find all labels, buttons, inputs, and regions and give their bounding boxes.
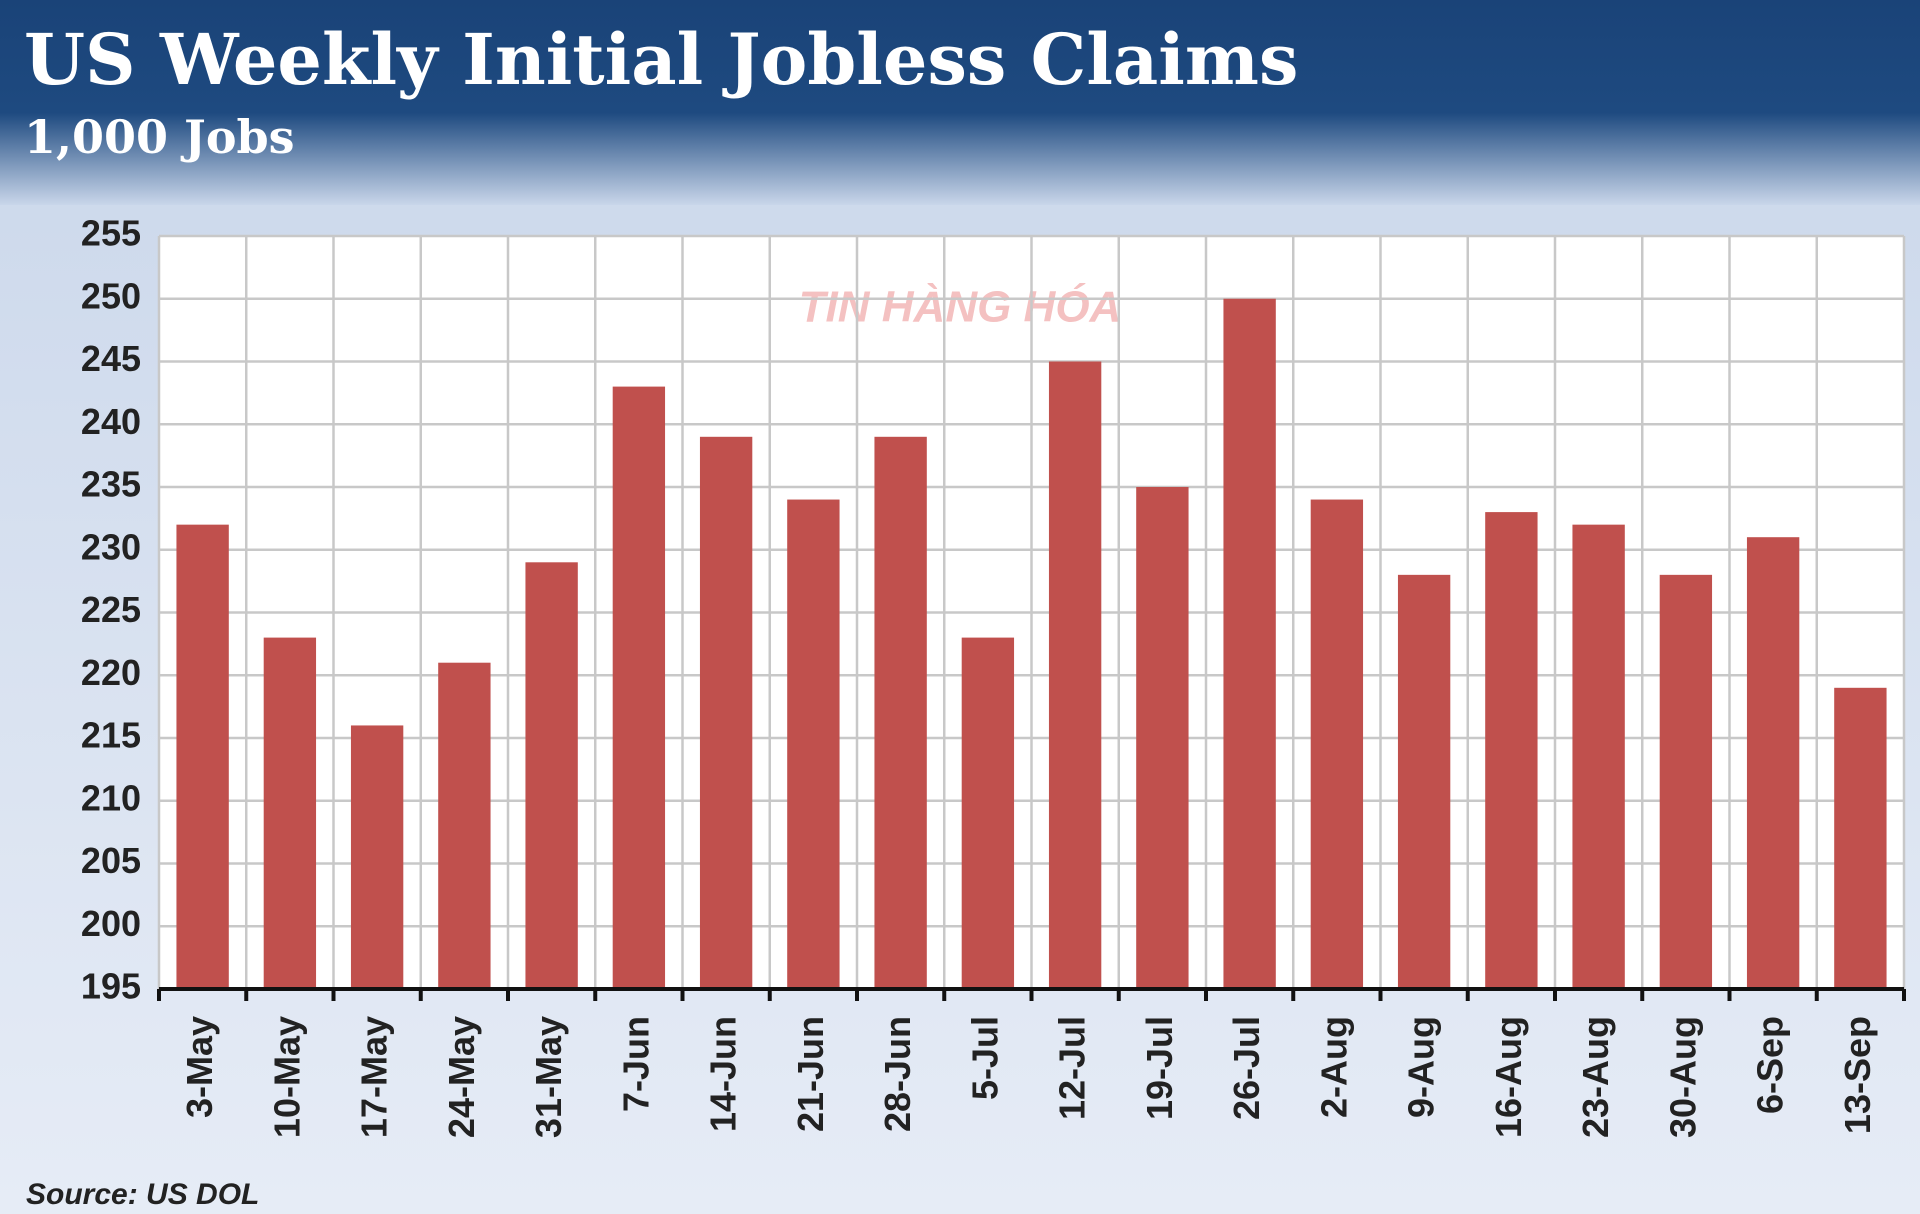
plot: 195 200 205 210 215 220 225 230 235 240 245 250 255 3…	[81, 213, 1906, 1138]
y-tick-label: 210	[81, 777, 141, 818]
y-tick-label: 195	[81, 966, 141, 1007]
header	[0, 0, 1920, 205]
bar	[874, 436, 927, 989]
x-tick-label: 17-May	[354, 1016, 395, 1138]
bar	[1659, 574, 1713, 989]
x-tick-label: 3-May	[179, 1016, 220, 1118]
bar	[787, 499, 840, 989]
bar	[1136, 487, 1189, 989]
x-tick-label: 9-Aug	[1401, 1016, 1442, 1118]
x-tick-label: 30-Aug	[1662, 1016, 1703, 1138]
y-tick-label: 230	[81, 526, 141, 567]
watermark: TIN HÀNG HÓA	[799, 282, 1122, 332]
x-tick-label: 5-Jul	[964, 1016, 1005, 1100]
x-tick-label: 19-Jul	[1139, 1016, 1180, 1120]
x-tick-label: 21-Jun	[790, 1016, 831, 1132]
y-tick-label: 215	[81, 715, 141, 756]
y-tick-label: 250	[81, 275, 141, 316]
bar	[176, 524, 229, 989]
x-tick-label: 14-Jun	[703, 1016, 744, 1132]
x-tick-label: 23-Aug	[1575, 1016, 1616, 1138]
y-tick-label: 240	[81, 401, 141, 442]
bar	[1310, 499, 1364, 989]
bar	[1223, 298, 1276, 989]
bar	[1397, 574, 1451, 989]
bar	[438, 662, 491, 989]
bar	[263, 637, 317, 989]
x-tick-label: 13-Sep	[1837, 1016, 1878, 1134]
y-tick-label: 235	[81, 464, 141, 505]
bar	[525, 562, 578, 989]
bar	[1048, 361, 1102, 989]
y-tick-label: 220	[81, 652, 141, 693]
bar	[350, 725, 404, 989]
bar	[612, 386, 666, 990]
chart-title: US Weekly Initial Jobless Claims	[24, 18, 1298, 101]
source-note: Source: US DOL	[26, 1178, 259, 1211]
y-tick-label: 245	[81, 338, 141, 379]
x-tick-label: 24-May	[441, 1016, 482, 1138]
x-tick-label: 7-Jun	[615, 1016, 656, 1112]
x-tick-label: 2-Aug	[1313, 1016, 1354, 1118]
chart-subtitle: 1,000 Jobs	[24, 110, 295, 164]
x-tick-label: 26-Jul	[1226, 1016, 1267, 1120]
bar	[699, 436, 753, 989]
x-tick-label: 31-May	[528, 1016, 569, 1138]
y-tick-label: 200	[81, 903, 141, 944]
x-tick-label: 12-Jul	[1052, 1016, 1093, 1120]
y-tick-label: 225	[81, 589, 141, 630]
x-tick-label: 16-Aug	[1488, 1016, 1529, 1138]
x-tick-label: 6-Sep	[1750, 1016, 1791, 1114]
bar	[1485, 512, 1538, 989]
y-tick-label: 205	[81, 840, 141, 881]
x-tick-label: 28-Jun	[877, 1016, 918, 1132]
bar	[1572, 524, 1625, 989]
bar	[961, 637, 1015, 989]
y-tick-label: 255	[81, 213, 141, 254]
x-tick-label: 10-May	[266, 1016, 307, 1138]
bar	[1834, 687, 1887, 989]
bar	[1746, 537, 1800, 989]
